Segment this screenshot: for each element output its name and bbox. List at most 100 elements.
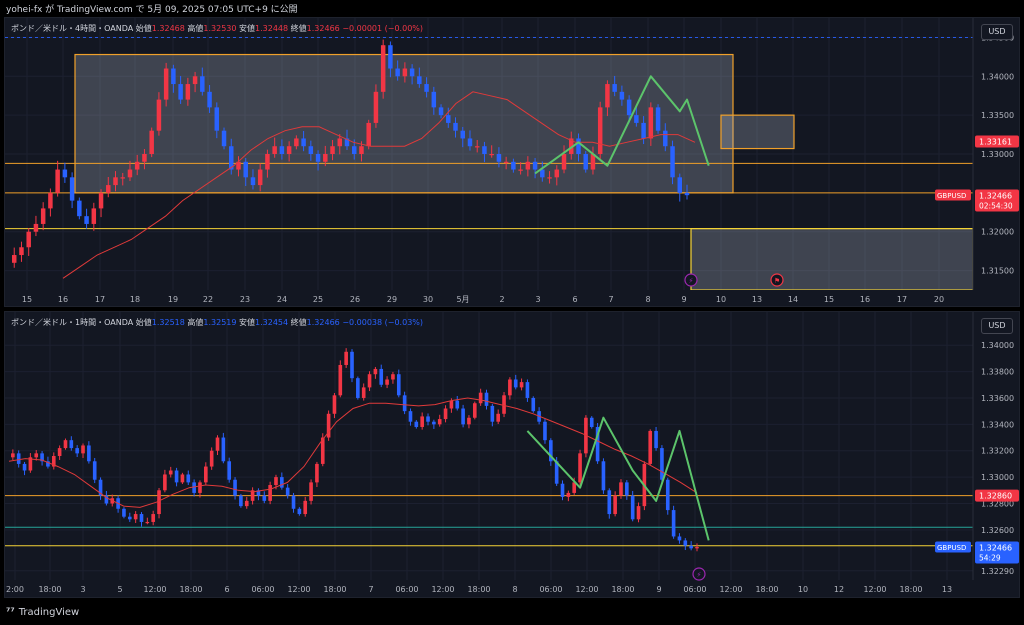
candle (619, 91, 625, 100)
candle (51, 456, 56, 467)
candle (683, 540, 688, 546)
lightning-event-icon-glyph: ⚡ (697, 571, 702, 579)
candle (250, 490, 255, 501)
candle (291, 495, 296, 509)
candle (168, 470, 173, 475)
candle (244, 500, 249, 507)
candle (677, 536, 682, 541)
level-price-tag (975, 489, 1019, 502)
candle (209, 450, 214, 467)
time-axis (5, 580, 973, 597)
candle (127, 516, 132, 520)
candle (449, 400, 454, 409)
candle (81, 445, 85, 454)
candle (461, 408, 465, 425)
time-tick-label: 15 (824, 295, 834, 304)
candle (478, 392, 483, 404)
candle (174, 470, 179, 483)
candle (359, 146, 364, 154)
candle (391, 374, 395, 380)
candle (229, 146, 234, 170)
candle (315, 463, 319, 483)
time-tick-label: 18:00 (467, 585, 490, 594)
candle (641, 122, 646, 139)
time-axis (5, 290, 973, 306)
candle (16, 453, 21, 464)
candle (677, 177, 683, 193)
time-tick-label: 18:00 (179, 585, 202, 594)
time-tick-label: 18:00 (323, 585, 346, 594)
chart-panel-4h[interactable]: ポンド／米ドル・4時間・OANDA 始値1.32468 高値1.32530 安値… (4, 17, 1020, 307)
chart-canvas-1h[interactable]: 1.34000 1.33800 1.33600 1.33400 1.33200 1.330… (5, 312, 1020, 598)
chart-panel-1h[interactable]: ポンド／米ドル・1時間・OANDA 始値1.32518 高値1.32519 安値… (4, 311, 1020, 598)
candle (625, 482, 629, 496)
candle (373, 368, 378, 375)
candle (424, 84, 429, 92)
publish-header: yohei-fx が TradingView.com で 5月 09, 2025… (0, 0, 1024, 16)
last-price-text: 1.32466 (979, 544, 1012, 553)
time-tick-label: 6 (572, 295, 577, 304)
candle (361, 387, 366, 398)
candle (55, 169, 60, 193)
candle (531, 397, 536, 412)
legend-low: 1.32454 (255, 318, 289, 327)
candle (543, 421, 547, 441)
time-tick-label: 12:00 (719, 585, 742, 594)
candle (634, 115, 639, 123)
candle (474, 146, 480, 148)
candle (320, 437, 325, 464)
legend-close-label: 終値 (290, 24, 307, 33)
legend-change: −0.00038 (−0.03%) (342, 318, 423, 327)
candle (11, 255, 17, 263)
candle (670, 146, 675, 178)
time-tick-label: 17 (897, 295, 907, 304)
candle (323, 154, 328, 162)
time-tick-label: 17 (95, 295, 105, 304)
candle (395, 68, 400, 77)
legend-high-label: 高値 (187, 318, 204, 327)
time-tick-label: 9 (681, 295, 686, 304)
candle (626, 99, 632, 116)
candle (432, 421, 436, 425)
legend-symbol: ポンド／米ドル・1時間・OANDA (11, 318, 134, 327)
candle (630, 495, 635, 520)
time-tick-label: 14 (788, 295, 798, 304)
time-tick-label: 13 (752, 295, 762, 304)
time-tick-label: 06:00 (251, 585, 274, 594)
candle (192, 76, 198, 85)
candle (139, 514, 144, 522)
candle (554, 461, 559, 484)
time-tick-label: 12:00 (143, 585, 166, 594)
candle (572, 482, 577, 493)
chart-canvas-4h[interactable]: 1.345001.340001.335001.330001.320001.315… (5, 18, 1020, 307)
candle (40, 208, 46, 224)
candle (438, 107, 444, 116)
candle (496, 154, 502, 162)
candle (75, 448, 79, 454)
candle (279, 146, 285, 154)
candle (308, 146, 314, 154)
currency-button[interactable]: USD (981, 24, 1013, 40)
candle (380, 45, 386, 92)
last-price-text: 1.32466 (979, 191, 1012, 200)
tradingview-logo[interactable]: ⁷⁷ TradingView (6, 607, 79, 618)
candle (373, 91, 379, 123)
last-price-tag (975, 541, 1019, 564)
candle (198, 482, 202, 493)
candle (455, 400, 460, 409)
footer: ⁷⁷ TradingView (0, 602, 1024, 625)
candle (560, 483, 565, 497)
candle (566, 492, 571, 497)
zone-range-box (74, 53, 734, 194)
candle (163, 474, 167, 491)
currency-button[interactable]: USD (981, 318, 1013, 334)
candle (431, 91, 437, 108)
candle (612, 84, 617, 92)
candle (388, 45, 393, 69)
candle (26, 231, 31, 248)
candle (120, 177, 125, 179)
candle (366, 122, 371, 147)
candle (315, 154, 321, 162)
candle (489, 154, 494, 156)
candle (57, 448, 62, 456)
